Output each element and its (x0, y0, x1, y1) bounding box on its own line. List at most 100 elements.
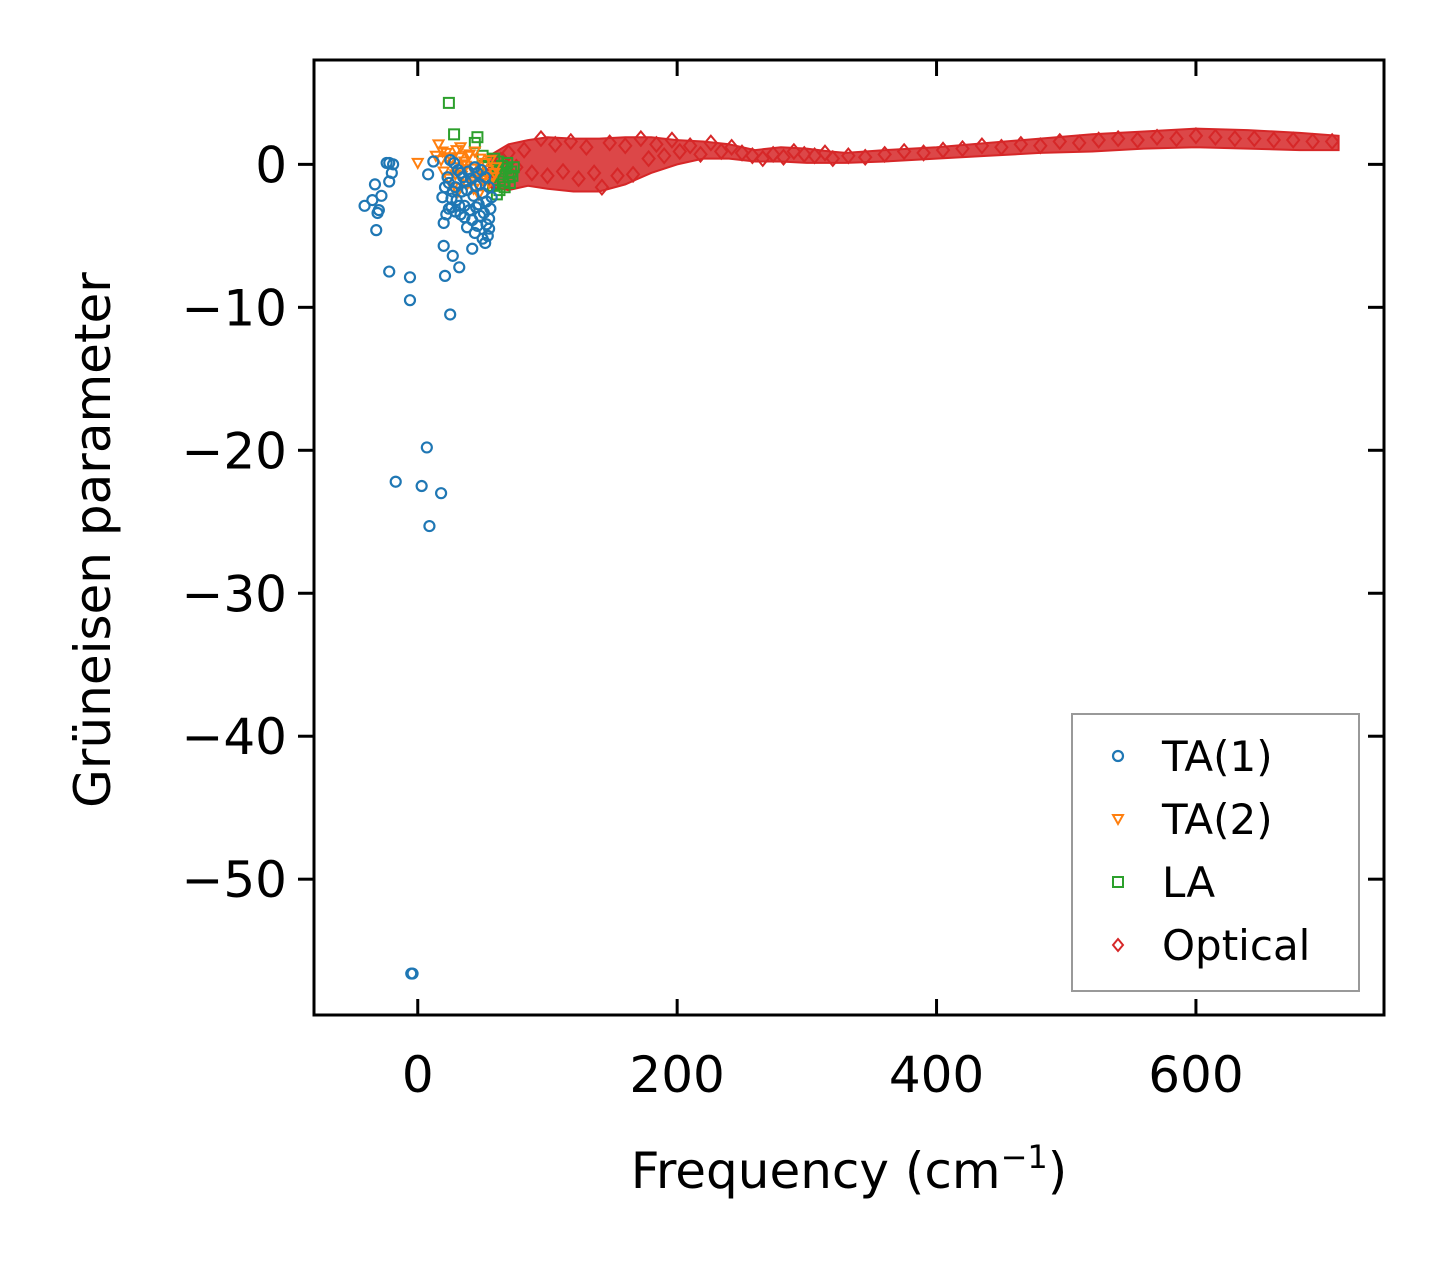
data-point-optical (1188, 127, 1204, 145)
data-point-ta1 (482, 181, 496, 194)
data-point-optical (641, 149, 656, 168)
data-point-optical (935, 141, 951, 159)
y-axis-title: Grüneisen parameter (64, 272, 122, 808)
data-point-la (442, 96, 455, 109)
data-point-optical (547, 135, 563, 154)
data-point-ta1 (383, 265, 396, 278)
data-point-optical (571, 169, 586, 188)
x-tick-label: 200 (629, 1046, 724, 1104)
data-point-ta1 (387, 158, 400, 171)
data-point-ta1 (479, 236, 492, 250)
data-point-ta1 (458, 211, 471, 224)
data-point-la (471, 131, 484, 144)
x-tick-label: 0 (402, 1046, 434, 1104)
data-point-ta1 (481, 229, 494, 242)
data-point-optical (1032, 137, 1048, 155)
data-point-optical (734, 144, 750, 162)
optical-density-band (488, 127, 1340, 193)
data-point-ta1 (472, 198, 485, 211)
data-point-ta1 (423, 519, 436, 533)
data-point-ta1 (484, 202, 497, 215)
y-tick-label: 0 (255, 136, 287, 194)
data-point-optical (682, 137, 698, 155)
data-point-ta1 (453, 261, 466, 274)
data-point-optical (693, 145, 708, 164)
data-point-optical (796, 145, 812, 164)
data-point-ta1 (480, 218, 493, 231)
data-point-optical (955, 139, 970, 158)
data-point-ta1 (427, 155, 440, 168)
legend: TA(1) TA(2) LA Optical (1071, 713, 1360, 992)
legend-label: TA(2) (1161, 795, 1273, 844)
data-point-optical (664, 131, 680, 149)
data-point-ta1 (422, 168, 435, 181)
data-point-optical (786, 142, 802, 161)
data-point-optical (533, 129, 549, 148)
data-point-ta1 (358, 199, 371, 212)
data-point-ta1 (438, 269, 452, 282)
data-point-optical (916, 144, 931, 162)
data-point-optical (586, 164, 602, 182)
data-point-optical (633, 129, 649, 148)
optical-band-layer (488, 127, 1340, 193)
data-point-optical (703, 134, 719, 152)
data-point-optical (1305, 132, 1320, 151)
legend-label: Optical (1162, 921, 1310, 970)
data-point-optical (1149, 128, 1165, 146)
legend-marker (1111, 937, 1125, 953)
data-point-ta1 (368, 178, 382, 191)
data-point-optical (1130, 131, 1145, 149)
data-point-optical (524, 164, 540, 182)
data-point-optical (1208, 128, 1223, 146)
data-point-optical (516, 141, 532, 159)
legend-marker (1111, 814, 1125, 827)
x-tick-label: 400 (889, 1046, 984, 1104)
x-axis-title: Frequency (cm−1) (631, 1138, 1068, 1200)
data-point-optical (765, 145, 781, 164)
legend-label: LA (1162, 858, 1215, 907)
data-point-ta1 (438, 181, 452, 194)
data-point-la (506, 169, 519, 182)
y-tick-label: −50 (181, 851, 287, 909)
data-point-optical (974, 137, 990, 155)
data-point-ta1 (415, 479, 428, 493)
data-point-optical (745, 147, 760, 165)
legend-marker (1112, 876, 1124, 888)
data-point-optical (1110, 129, 1126, 148)
data-point-optical (841, 147, 856, 165)
data-point-ta1 (454, 166, 467, 180)
data-point-optical (713, 142, 729, 161)
data-point-ta1 (466, 242, 479, 255)
data-point-ta1 (468, 226, 481, 240)
data-point-optical (563, 132, 579, 151)
data-point-optical (617, 137, 633, 155)
data-point-optical (540, 167, 555, 185)
data-point-optical (555, 162, 571, 181)
data-point-ta2 (487, 167, 501, 181)
data-point-ta1 (444, 308, 457, 321)
data-point-ta1 (389, 475, 402, 488)
legend-marker (1111, 749, 1125, 763)
data-point-optical (994, 138, 1009, 156)
data-point-optical (817, 144, 833, 162)
data-point-optical (1091, 131, 1106, 149)
data-point-ta2 (431, 139, 446, 152)
data-point-optical (1052, 132, 1068, 151)
data-point-optical (656, 147, 672, 165)
data-point-optical (625, 165, 641, 184)
data-point-ta1 (449, 205, 462, 218)
data-point-ta1 (435, 487, 448, 500)
data-point-optical (602, 134, 618, 152)
data-point-ta1 (406, 967, 419, 980)
data-point-optical (1266, 131, 1282, 149)
y-tick-label: −30 (181, 565, 287, 623)
data-point-optical (776, 148, 791, 166)
data-point-optical (1013, 135, 1029, 154)
data-point-optical (857, 148, 873, 166)
data-point-ta2 (461, 150, 476, 163)
data-point-ta2 (478, 157, 492, 170)
data-point-ta1 (446, 249, 459, 262)
data-point-ta1 (375, 189, 388, 202)
data-point-ta1 (475, 163, 488, 177)
